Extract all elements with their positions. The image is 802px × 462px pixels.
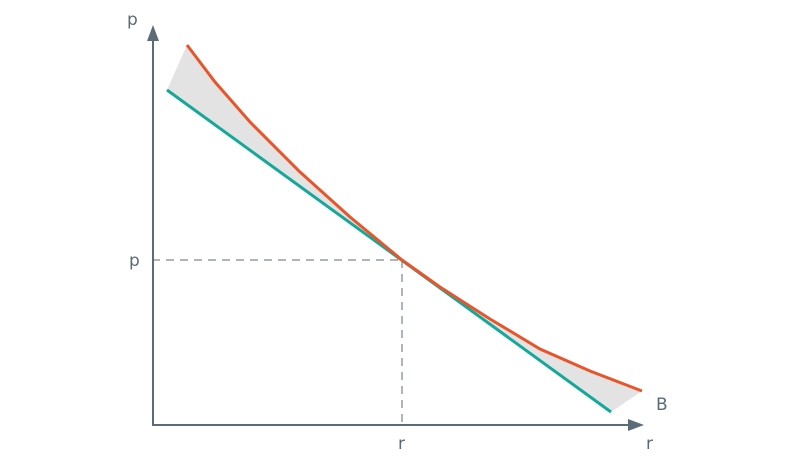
convexity-gap-lower (402, 260, 642, 412)
y-axis-arrowhead (147, 25, 159, 41)
y-axis-label: p (127, 10, 138, 30)
price-yield-curve (185, 44, 643, 393)
x-axis-arrowhead (628, 419, 644, 431)
curve-end-label: B (656, 395, 668, 415)
rate-tick-label: r (398, 434, 405, 454)
x-axis-label: r (646, 434, 653, 454)
convexity-gap-upper (167, 45, 402, 260)
price-tick-label: p (129, 251, 140, 271)
